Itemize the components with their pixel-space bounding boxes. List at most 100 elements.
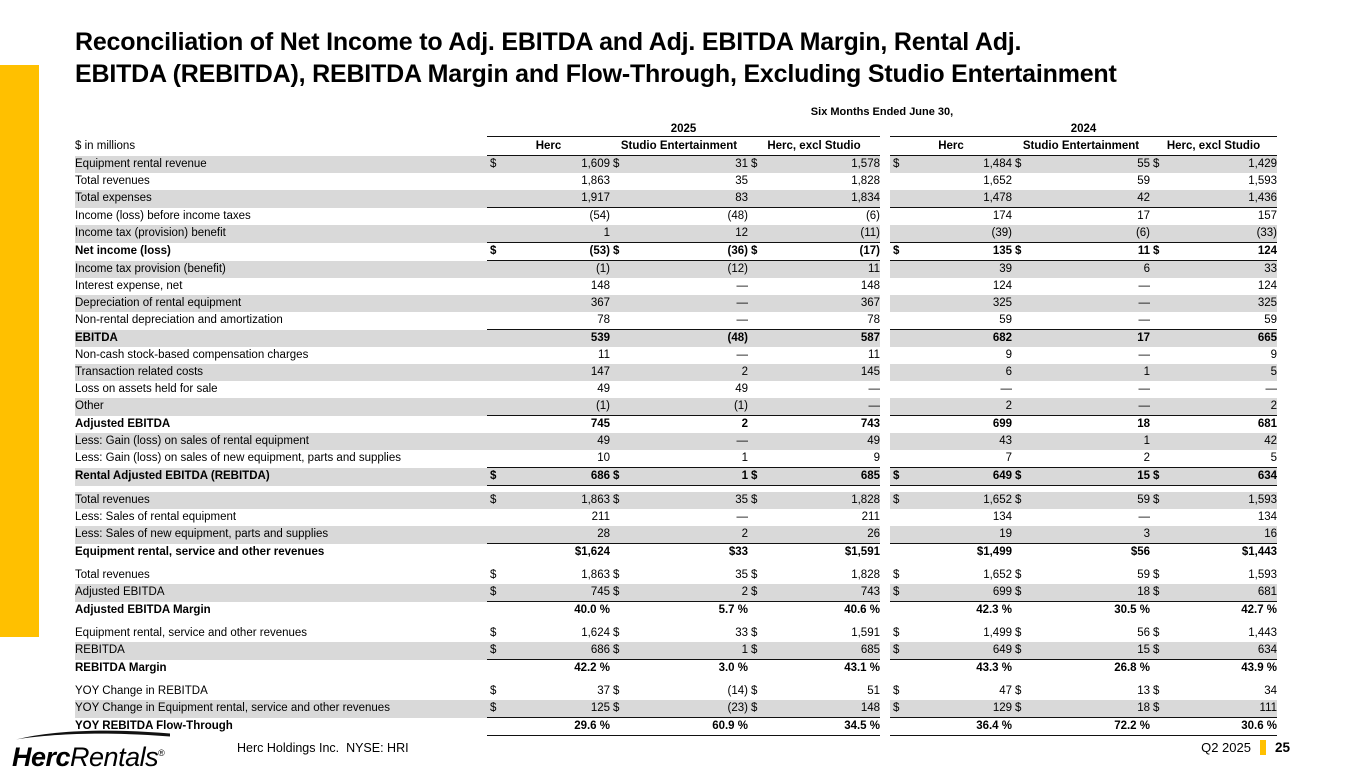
group-gap xyxy=(880,190,890,208)
unit-label: $ in millions xyxy=(75,139,136,152)
cell-value: — xyxy=(748,398,880,416)
table-row: YOY Change in Equipment rental, service … xyxy=(75,700,1278,718)
section-spacer xyxy=(75,677,1278,683)
cell-number: 174 xyxy=(992,210,1012,222)
cell-value: $15 xyxy=(1012,642,1150,660)
row-label: Less: Sales of new equipment, parts and … xyxy=(75,526,487,544)
table-row: Adjusted EBITDA Margin 40.0 % 5.7 % 40.6 % 4… xyxy=(75,601,1277,619)
cell-number: 148 xyxy=(590,280,610,292)
cell-value: — xyxy=(610,433,748,450)
table-row: Rental Adjusted EBITDA (REBITDA) $686 $1 $6… xyxy=(75,467,1278,486)
cell-number: 1,834 xyxy=(851,192,880,204)
cell-value: 29.6 % xyxy=(487,717,610,736)
cell-value: 16 xyxy=(1150,526,1278,544)
cell-value: 26.8 % xyxy=(1114,662,1150,674)
cell-number: 13 xyxy=(1137,685,1150,697)
dollar-sign: $ xyxy=(613,494,620,506)
table-row: Other (1) (1) — 2 — 2 xyxy=(75,398,1278,416)
cell-value: $1 xyxy=(610,467,748,486)
cell-value: $1,484 xyxy=(890,155,1012,173)
cell-value: $1,609 xyxy=(487,155,610,173)
group-gap xyxy=(880,601,890,619)
dollar-sign: $ xyxy=(613,586,620,598)
cell-number: 685 xyxy=(860,470,880,482)
cell-number: 1,484 xyxy=(983,158,1012,170)
cell-number: 47 xyxy=(999,685,1012,697)
row-label: Total revenues xyxy=(75,569,150,581)
row-label: Net income (loss) xyxy=(75,245,171,257)
cell-value: 124 xyxy=(890,278,1012,295)
cell-number: 539 xyxy=(590,332,610,344)
cell-value: $37 xyxy=(487,683,610,700)
cell-value: 49 xyxy=(487,433,610,450)
cell-number: 1,591 xyxy=(851,627,880,639)
cell-value: $1,593 xyxy=(1150,567,1277,584)
cell-number: — xyxy=(1138,280,1151,292)
cell-value: — xyxy=(1012,347,1151,364)
cell-value: 367 xyxy=(748,295,880,312)
cell-number: 135 xyxy=(992,245,1012,257)
cell-value: $ (23) xyxy=(610,700,748,718)
cell-value: $686 xyxy=(487,467,610,486)
cell-number: 1,863 xyxy=(581,175,610,187)
table-row: Adjusted EBITDA $745 $2 $743 $699 $18 $681 xyxy=(75,584,1278,602)
cell-number: 1,593 xyxy=(1248,494,1278,506)
cell-value: $111 xyxy=(1150,700,1278,718)
cell-number: $1,499 xyxy=(976,546,1012,558)
cell-value: 5 xyxy=(1150,364,1278,381)
cell-number: 11 xyxy=(598,349,610,361)
cell-value: 2 xyxy=(610,526,748,544)
table-row: Interest expense, net 148 — 148 124 — 124 xyxy=(75,278,1277,295)
group-gap xyxy=(880,415,890,433)
cell-number: — xyxy=(736,435,749,447)
row-label: Other xyxy=(75,398,487,416)
cell-number: 59 xyxy=(1137,569,1150,581)
cell-value: $51 xyxy=(748,683,880,700)
cell-number: 33 xyxy=(735,627,748,639)
column-header-herc-2024: Herc xyxy=(890,136,1012,156)
row-label: Income tax (provision) benefit xyxy=(75,225,487,243)
cell-value: 28 xyxy=(487,526,610,544)
group-gap xyxy=(880,312,890,330)
group-gap xyxy=(880,526,890,544)
cell-value: $35 xyxy=(610,567,748,584)
cell-number: 12 xyxy=(735,227,748,239)
cell-number: 35 xyxy=(735,569,748,581)
cell-value: (11) xyxy=(748,225,880,243)
group-gap xyxy=(880,659,890,677)
dollar-sign: $ xyxy=(613,158,620,170)
cell-value: 49 xyxy=(487,381,610,398)
cell-number: 17 xyxy=(1137,332,1150,344)
cell-value: — xyxy=(610,312,748,330)
cell-value: 17 xyxy=(1012,208,1150,226)
cell-number: 587 xyxy=(860,332,880,344)
cell-number: 2 xyxy=(1270,400,1278,412)
cell-number: 665 xyxy=(1257,332,1278,344)
cell-number: 1,443 xyxy=(1248,627,1278,639)
dollar-sign: $ xyxy=(893,470,900,482)
cell-value: 10 xyxy=(487,450,610,468)
cell-number: 699 xyxy=(992,586,1012,598)
column-header-excl-2025: Herc, excl Studio xyxy=(748,136,880,156)
cell-value: 30.5 % xyxy=(1114,604,1150,616)
cell-number: 743 xyxy=(860,418,880,430)
cell-number: 1 xyxy=(603,227,610,239)
cell-number: 145 xyxy=(860,366,880,378)
cell-value: $1,429 xyxy=(1150,155,1278,173)
dollar-sign: $ xyxy=(893,245,900,257)
row-label: Less: Gain (loss) on sales of rental equ… xyxy=(75,433,487,450)
cell-value: $685 xyxy=(748,642,880,660)
cell-number: 6 xyxy=(1005,366,1012,378)
cell-value: $1 xyxy=(610,642,748,660)
cell-value: $1,652 xyxy=(890,492,1012,509)
row-label: Adjusted EBITDA Margin xyxy=(75,603,211,616)
dollar-sign: $ xyxy=(751,644,758,656)
cell-number: 9 xyxy=(1270,349,1278,361)
year-group-2025: 2025 xyxy=(487,121,880,137)
group-gap xyxy=(880,717,890,736)
cell-value: $125 xyxy=(487,700,610,718)
cell-value: 681 xyxy=(1150,416,1277,434)
table-row: REBITDA $686 $1 $685 $649 $15 $634 xyxy=(75,642,1278,660)
cell-number: 59 xyxy=(1137,175,1150,187)
table-row: Depreciation of rental equipment 367 — 367 3… xyxy=(75,295,1278,312)
